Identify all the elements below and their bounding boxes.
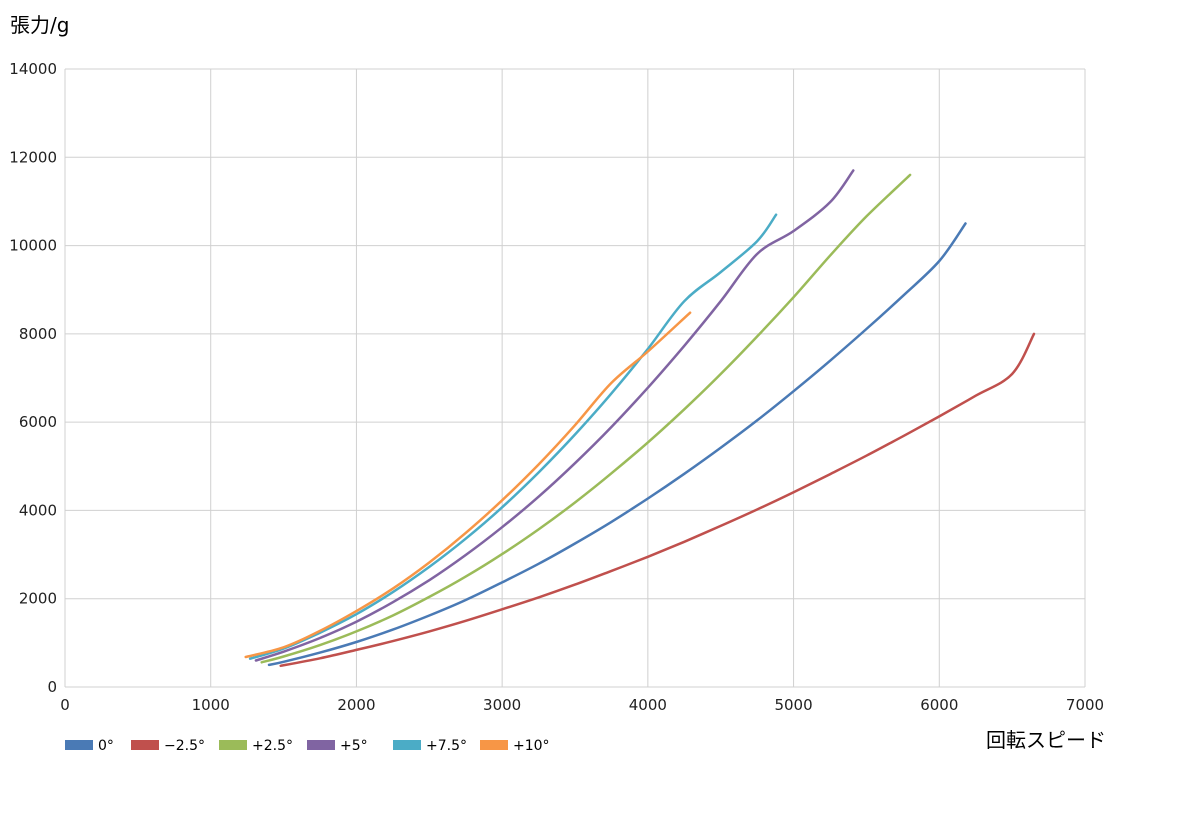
series-lines [244,169,1036,668]
y-tick-label: 2000 [19,590,57,608]
x-tick-label: 3000 [483,696,521,714]
legend-label: +5° [340,738,368,754]
x-tick-label: 0 [60,696,70,714]
x-tick-label: 4000 [629,696,667,714]
tick-labels: 0 1000 2000 3000 4000 5000 6000 7000 0 2000 4000 60… [9,60,1104,714]
legend-label: 0° [98,738,114,754]
legend-label: +7.5° [426,738,467,754]
legend-label: +10° [513,738,550,754]
legend: 0° −2.5° +2.5° +5° +7.5° +10° [65,738,550,754]
y-axis-title: 張力/g [10,13,69,37]
legend-label: +2.5° [252,738,293,754]
y-tick-label: 14000 [9,60,57,78]
y-tick-label: 6000 [19,413,57,431]
y-tick-label: 8000 [19,325,57,343]
grid-lines [64,68,1086,688]
legend-swatch [131,740,159,750]
series-line-4 [248,213,778,660]
x-axis-title: 回転スピード [986,728,1106,752]
y-tick-label: 12000 [9,148,57,166]
y-tick-label: 4000 [19,501,57,519]
x-tick-label: 1000 [192,696,230,714]
y-tick-label: 0 [47,678,57,696]
x-tick-label: 6000 [920,696,958,714]
x-tick-label: 5000 [774,696,812,714]
legend-swatch [65,740,93,750]
x-tick-label: 7000 [1066,696,1104,714]
x-tick-label: 2000 [337,696,375,714]
series-line-1 [279,332,1036,668]
legend-label: −2.5° [164,738,205,754]
legend-swatch [480,740,508,750]
legend-swatch [393,740,421,750]
series-line-3 [254,169,855,662]
series-line-2 [260,173,912,664]
y-tick-label: 10000 [9,237,57,255]
series-line-0 [267,222,967,667]
series-line-5 [244,311,692,659]
legend-swatch [307,740,335,750]
legend-swatch [219,740,247,750]
